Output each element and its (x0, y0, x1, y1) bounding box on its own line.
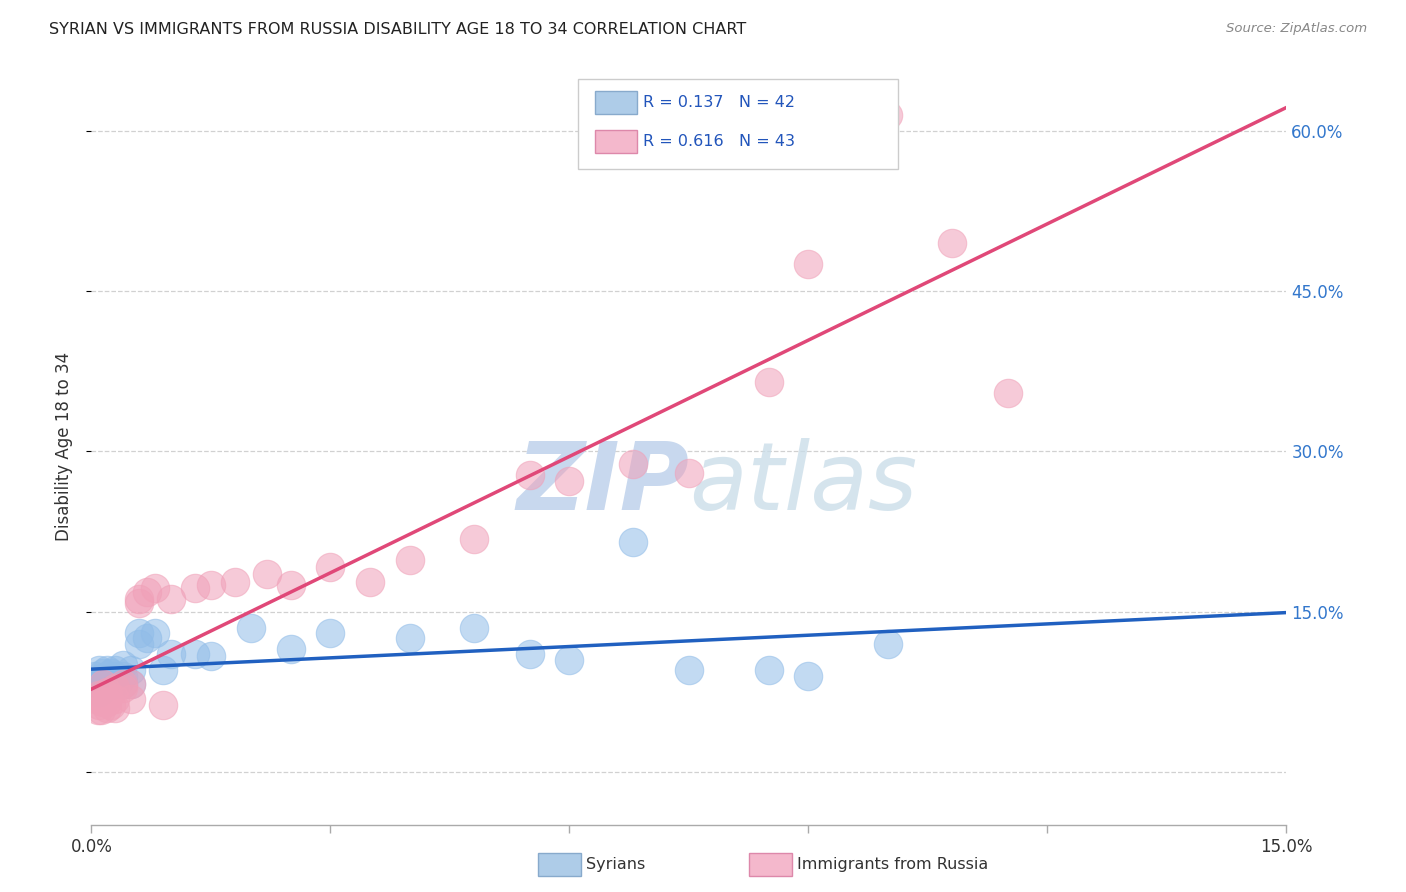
Text: atlas: atlas (689, 438, 917, 530)
Point (678, 466, 700, 480)
Point (143, 581, 166, 595)
Point (136, 585, 159, 599)
Point (558, 652, 581, 666)
Point (104, 677, 127, 691)
Point (112, 677, 135, 691)
Point (256, 567, 278, 582)
Point (120, 692, 142, 706)
Point (160, 591, 183, 606)
Point (108, 673, 131, 688)
Text: Syrians: Syrians (586, 857, 645, 871)
Point (797, 257, 820, 271)
Point (100, 698, 122, 713)
Point (519, 467, 541, 482)
Point (93, 677, 115, 691)
Point (120, 677, 142, 691)
Point (280, 641, 302, 656)
Point (877, 636, 900, 650)
Point (280, 578, 302, 592)
Point (239, 621, 262, 635)
Point (84, 668, 107, 682)
Point (96, 684, 118, 698)
Text: Source: ZipAtlas.com: Source: ZipAtlas.com (1226, 22, 1367, 36)
Point (87, 703, 110, 717)
Text: R = 0.616   N = 43: R = 0.616 N = 43 (643, 135, 794, 149)
Point (184, 581, 207, 595)
Point (184, 647, 207, 661)
Point (152, 663, 174, 677)
Point (128, 596, 150, 610)
Point (136, 631, 159, 645)
Point (89, 684, 111, 698)
Point (96, 679, 118, 693)
Point (112, 657, 135, 672)
Point (200, 578, 222, 592)
Point (112, 668, 135, 682)
Y-axis label: Disability Age 18 to 34: Disability Age 18 to 34 (55, 351, 73, 541)
Point (319, 559, 342, 574)
Point (143, 626, 166, 640)
Point (104, 663, 127, 677)
Point (84, 692, 107, 706)
Text: 0.0%: 0.0% (70, 838, 112, 856)
Point (94, 688, 117, 702)
Point (96, 695, 118, 709)
Point (104, 668, 127, 682)
Point (120, 663, 142, 677)
Point (90, 671, 112, 685)
Point (89, 698, 111, 713)
Point (90, 703, 112, 717)
Point (797, 668, 820, 682)
Point (96, 700, 118, 714)
Point (152, 698, 174, 713)
Text: ZIP: ZIP (516, 438, 689, 530)
Text: Immigrants from Russia: Immigrants from Russia (797, 857, 988, 871)
Point (104, 700, 127, 714)
Point (399, 631, 422, 645)
Point (941, 236, 963, 251)
Point (112, 681, 135, 696)
Point (359, 574, 381, 589)
Point (89, 688, 111, 702)
Point (104, 681, 127, 696)
Point (96, 663, 118, 677)
Point (678, 663, 700, 677)
Point (93, 695, 115, 709)
Point (87, 673, 110, 688)
Text: SYRIAN VS IMMIGRANTS FROM RUSSIA DISABILITY AGE 18 TO 34 CORRELATION CHART: SYRIAN VS IMMIGRANTS FROM RUSSIA DISABIL… (49, 22, 747, 37)
Point (128, 636, 150, 650)
Point (758, 375, 780, 389)
Point (120, 677, 142, 691)
Point (100, 666, 122, 681)
Point (399, 553, 422, 567)
Text: 15.0%: 15.0% (1260, 838, 1313, 856)
Point (89, 663, 111, 677)
Point (319, 626, 342, 640)
Point (112, 677, 135, 691)
Point (463, 621, 485, 635)
Point (160, 647, 183, 661)
Point (519, 647, 541, 661)
Point (877, 108, 900, 122)
Point (93, 666, 115, 681)
Point (93, 681, 115, 696)
Point (94, 673, 117, 688)
Text: R = 0.137   N = 42: R = 0.137 N = 42 (643, 95, 794, 110)
Point (200, 649, 222, 664)
Point (128, 591, 150, 606)
Point (224, 574, 246, 589)
Point (558, 475, 581, 489)
Point (621, 535, 644, 549)
Point (621, 457, 644, 471)
Point (89, 677, 111, 691)
Point (758, 663, 780, 677)
Point (463, 532, 485, 546)
Point (128, 626, 150, 640)
Point (997, 385, 1019, 400)
Point (104, 692, 127, 706)
Point (96, 671, 118, 685)
